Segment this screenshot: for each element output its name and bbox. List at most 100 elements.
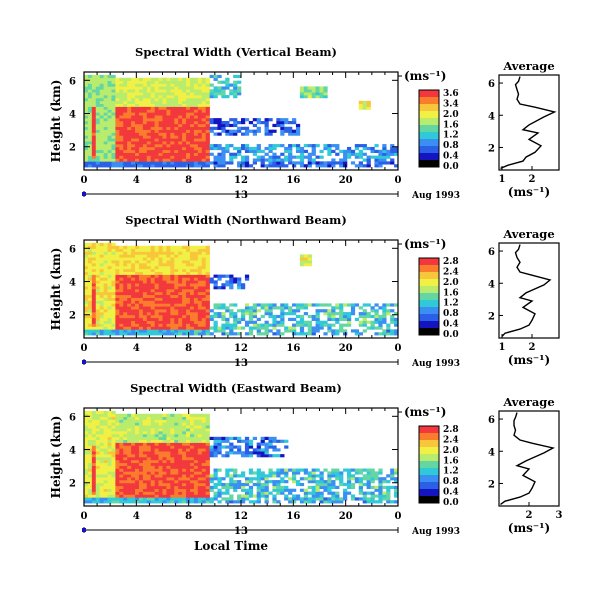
heatmap-cell (201, 477, 206, 481)
heatmap-cell (115, 303, 120, 307)
heatmap-cell (307, 92, 312, 96)
heatmap-cell (174, 286, 179, 290)
heatmap-cell (268, 155, 273, 159)
heatmap-cell (201, 164, 206, 168)
heatmap-cell (146, 103, 152, 107)
heatmap-cell (248, 451, 254, 455)
heatmap-cell (123, 263, 128, 267)
heatmap-cell (178, 416, 183, 420)
heatmap-cell (292, 309, 297, 313)
heatmap-cell (197, 141, 203, 145)
heatmap-cell (111, 286, 116, 290)
heatmap-cell (115, 263, 120, 267)
heatmap-cell (323, 92, 328, 96)
heatmap-cell (158, 126, 163, 130)
heatmap-cell (201, 320, 206, 324)
heatmap-cell (182, 126, 187, 130)
heatmap-cell (394, 329, 399, 333)
heatmap-cell (146, 294, 152, 298)
heatmap-cell (252, 320, 257, 324)
heatmap-cell (319, 471, 324, 475)
heatmap-cell (158, 77, 163, 81)
heatmap-cell (162, 77, 167, 81)
y-tick-label: 6 (69, 76, 76, 87)
heatmap-cell (197, 132, 203, 136)
heatmap-cell (158, 416, 163, 420)
heatmap-cell (366, 155, 371, 159)
heatmap-cell (162, 280, 167, 284)
heatmap-cell (154, 477, 159, 481)
heatmap-cell (213, 86, 218, 90)
heatmap-cell (382, 491, 387, 495)
heatmap-cell (189, 271, 195, 275)
heatmap-cell (378, 332, 383, 336)
average-x-tick-label: 2 (526, 510, 533, 521)
heatmap-cell (107, 439, 112, 443)
heatmap-cell (142, 416, 148, 420)
heatmap-cell (299, 303, 305, 307)
heatmap-cell (370, 485, 375, 489)
heatmap-cell (142, 100, 148, 104)
heatmap-cell (146, 126, 152, 130)
heatmap-cell (264, 129, 269, 133)
heatmap-cell (91, 448, 97, 452)
heatmap-cell (111, 448, 116, 452)
heatmap-cell (95, 465, 100, 469)
heatmap-cell (319, 303, 324, 307)
heatmap-cell (390, 149, 395, 153)
heatmap-cell (201, 312, 206, 316)
heatmap-cell (138, 144, 144, 148)
heatmap-cell (166, 135, 171, 139)
heatmap-cell (197, 144, 203, 148)
heatmap-cell (99, 323, 104, 327)
heatmap-cell (84, 326, 89, 330)
heatmap-cell (150, 260, 155, 264)
heatmap-cell (142, 86, 148, 90)
heatmap-cell (123, 454, 128, 458)
heatmap-cell (162, 268, 167, 272)
heatmap-cell (111, 89, 116, 93)
heatmap-cell (358, 144, 363, 148)
heatmap-cell (95, 135, 100, 139)
heatmap-cell (135, 263, 140, 267)
heatmap-cell (264, 480, 269, 484)
heatmap-cell (146, 480, 152, 484)
heatmap-cell (99, 306, 104, 310)
heatmap-cell (260, 488, 265, 492)
heatmap-cell (260, 454, 265, 458)
heatmap-cell (127, 97, 132, 102)
heatmap-cell (119, 129, 124, 133)
heatmap-cell (284, 329, 289, 333)
heatmap-cell (248, 480, 254, 484)
heatmap-cell (146, 95, 152, 99)
heatmap-cell (91, 126, 97, 130)
heatmap-cell (319, 480, 324, 484)
heatmap-cell (135, 109, 140, 113)
heatmap-cell (146, 474, 152, 478)
heatmap-cell (174, 485, 179, 489)
heatmap-cell (315, 317, 320, 321)
heatmap-cell (111, 323, 116, 327)
heatmap-cell (182, 118, 187, 122)
heatmap-cell (186, 135, 191, 139)
heatmap-cell (178, 431, 183, 435)
heatmap-cell (256, 155, 261, 159)
heatmap-cell (138, 431, 144, 435)
heatmap-cell (205, 497, 210, 501)
heatmap-cell (170, 433, 175, 438)
heatmap-cell (186, 121, 191, 125)
heatmap-cell (299, 263, 305, 267)
heatmap-cell (91, 155, 97, 159)
heatmap-cell (154, 312, 159, 316)
heatmap-cell (150, 419, 155, 423)
heatmap-cell (189, 471, 195, 475)
heatmap-cell (174, 314, 179, 319)
colorbar-swatch (419, 482, 439, 490)
heatmap-cell (146, 274, 152, 278)
heatmap-cell (158, 80, 163, 84)
heatmap-cell (284, 126, 289, 130)
heatmap-cell (150, 132, 155, 136)
heatmap-cell (311, 92, 316, 96)
heatmap-cell (299, 306, 305, 310)
heatmap-cell (331, 309, 336, 313)
